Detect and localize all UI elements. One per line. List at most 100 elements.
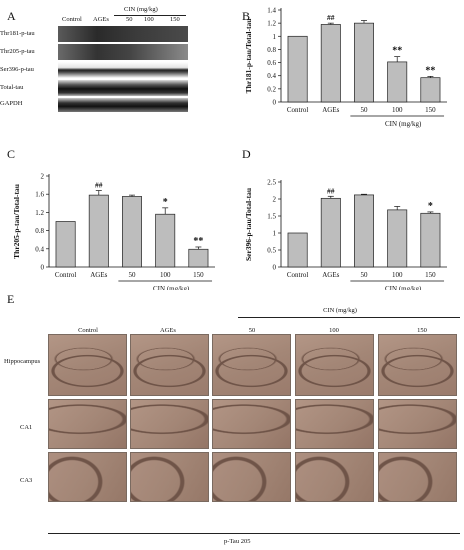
blot-strip-thr205 [58, 44, 188, 60]
bar [188, 248, 209, 268]
x-tick-label: 150 [193, 271, 204, 279]
blot-strip-ser396 [58, 62, 188, 78]
tissue-image-ca1-50 [212, 399, 291, 449]
bar [387, 209, 408, 268]
panel-label-d: D [242, 147, 251, 161]
bar [287, 35, 308, 103]
y-tick-label: 1.6 [35, 191, 44, 199]
group-label: CIN (mg/kg) [153, 285, 190, 290]
tissue-image-hippocampus-50 [212, 334, 291, 396]
y-tick-label: 1.2 [267, 20, 276, 28]
bar [354, 22, 374, 103]
panel-label-c: C [7, 147, 16, 161]
tissue-image-ca1-150 [378, 399, 457, 449]
blot-row-ser396: Ser396-p-tau [0, 66, 34, 73]
group-label: CIN (mg/kg) [385, 120, 422, 128]
y-tick-label: 1.4 [267, 7, 276, 15]
tissue-footer-label: p-Tau 205 [224, 538, 251, 545]
tissue-group-header: CIN (mg/kg) [323, 307, 357, 314]
y-axis-label: Ser396-p-tau/Total-tau [244, 188, 253, 261]
y-tick-label: 0.8 [267, 46, 276, 54]
tissue-row-ca1: CA1 [20, 424, 33, 431]
significance-mark: ** [193, 236, 203, 247]
tissue-row-hippocampus: Hippocampus [4, 358, 41, 365]
tissue-group-line [238, 317, 460, 318]
x-tick-label: AGEs [322, 271, 339, 279]
significance-mark: ## [95, 181, 103, 190]
tissue-col-100: 100 [329, 327, 339, 334]
bar [155, 213, 176, 268]
x-tick-label: 50 [129, 271, 137, 279]
blot-strip-thr181 [58, 26, 188, 42]
x-tick-label: 150 [425, 271, 436, 279]
y-tick-label: 1.2 [35, 209, 44, 217]
chart-c: 0 0.4 0.8 1.2 1.6 2 Thr205-p-tau/Total-tau Cont… [12, 173, 215, 290]
tissue-image-ca3-50 [212, 452, 291, 502]
y-tick-label: 2.5 [267, 179, 276, 187]
panel-label-e: E [7, 292, 15, 306]
tissue-col-ages: AGEs [160, 327, 176, 334]
blot-row-thr205: Thr205-p-tau [0, 48, 35, 55]
y-tick-label: 0.4 [35, 245, 44, 253]
bar [420, 77, 441, 103]
bar [287, 232, 308, 268]
y-axis-label: Thr205-p-tau/Total-tau [12, 184, 21, 259]
tissue-image-ca1-100 [295, 399, 374, 449]
significance-mark: ** [392, 46, 402, 57]
x-tick-label: 50 [361, 271, 369, 279]
x-tick-label: 100 [160, 271, 171, 279]
bar [387, 61, 408, 103]
y-tick-label: 0 [273, 264, 277, 272]
x-tick-label: 150 [425, 106, 436, 114]
tissue-image-ca1-ages [130, 399, 209, 449]
tissue-image-ca1-control [48, 399, 127, 449]
tissue-footer-line [48, 533, 460, 534]
tissue-row-ca3: CA3 [20, 477, 33, 484]
significance-mark: * [428, 201, 433, 212]
y-tick-label: 0.8 [35, 227, 44, 235]
blot-col-control: Control [62, 16, 82, 23]
x-tick-label: Control [287, 271, 308, 279]
chart-b: 0 0.2 0.4 0.6 0.8 1 1.2 1.4 Thr181-p-tau/Total-t… [244, 7, 447, 128]
panel-label-a: A [7, 9, 16, 23]
y-tick-label: 0.2 [267, 85, 276, 93]
y-tick-label: 2 [41, 173, 45, 181]
tissue-image-ca3-150 [378, 452, 457, 502]
x-tick-label: Control [55, 271, 76, 279]
y-tick-label: 0.6 [267, 59, 276, 67]
bar [420, 212, 441, 268]
bar [55, 221, 76, 268]
blot-col-ages: AGEs [93, 16, 109, 23]
tissue-image-hippocampus-150 [378, 334, 457, 396]
tissue-col-50: 50 [248, 327, 256, 334]
bar [122, 196, 142, 268]
y-tick-label: 0.5 [267, 247, 276, 255]
y-tick-label: 1 [273, 230, 277, 238]
y-axis-label: Thr181-p-tau/Total-tau [244, 19, 253, 94]
y-tick-label: 1 [273, 33, 277, 41]
blot-row-total-tau: Total-tau [0, 84, 24, 91]
tissue-image-ca3-control [48, 452, 127, 502]
x-tick-label: Control [287, 106, 308, 114]
y-tick-label: 0 [273, 99, 277, 107]
y-tick-label: 0.4 [267, 72, 276, 80]
blot-strip-total-tau [58, 80, 188, 96]
x-tick-label: 100 [392, 271, 403, 279]
tissue-image-ca3-100 [295, 452, 374, 502]
x-tick-label: 50 [361, 106, 369, 114]
blot-group-header: CIN (mg/kg) [124, 6, 158, 13]
blot-strip-gapdh [58, 98, 188, 112]
tissue-col-control: Control [78, 327, 98, 334]
group-label: CIN (mg/kg) [385, 285, 422, 290]
tissue-col-150: 150 [417, 327, 427, 334]
significance-mark: ## [327, 186, 335, 195]
y-tick-label: 0 [41, 264, 45, 272]
panel-label-b: B [242, 9, 251, 23]
blot-row-thr181: Thr181-p-tau [0, 30, 35, 37]
blot-col-150: 150 [170, 16, 180, 23]
blot-group-line [114, 15, 186, 16]
bar [320, 197, 341, 268]
y-tick-label: 1.5 [267, 213, 276, 221]
bar [320, 24, 341, 103]
blot-col-100: 100 [144, 16, 154, 23]
